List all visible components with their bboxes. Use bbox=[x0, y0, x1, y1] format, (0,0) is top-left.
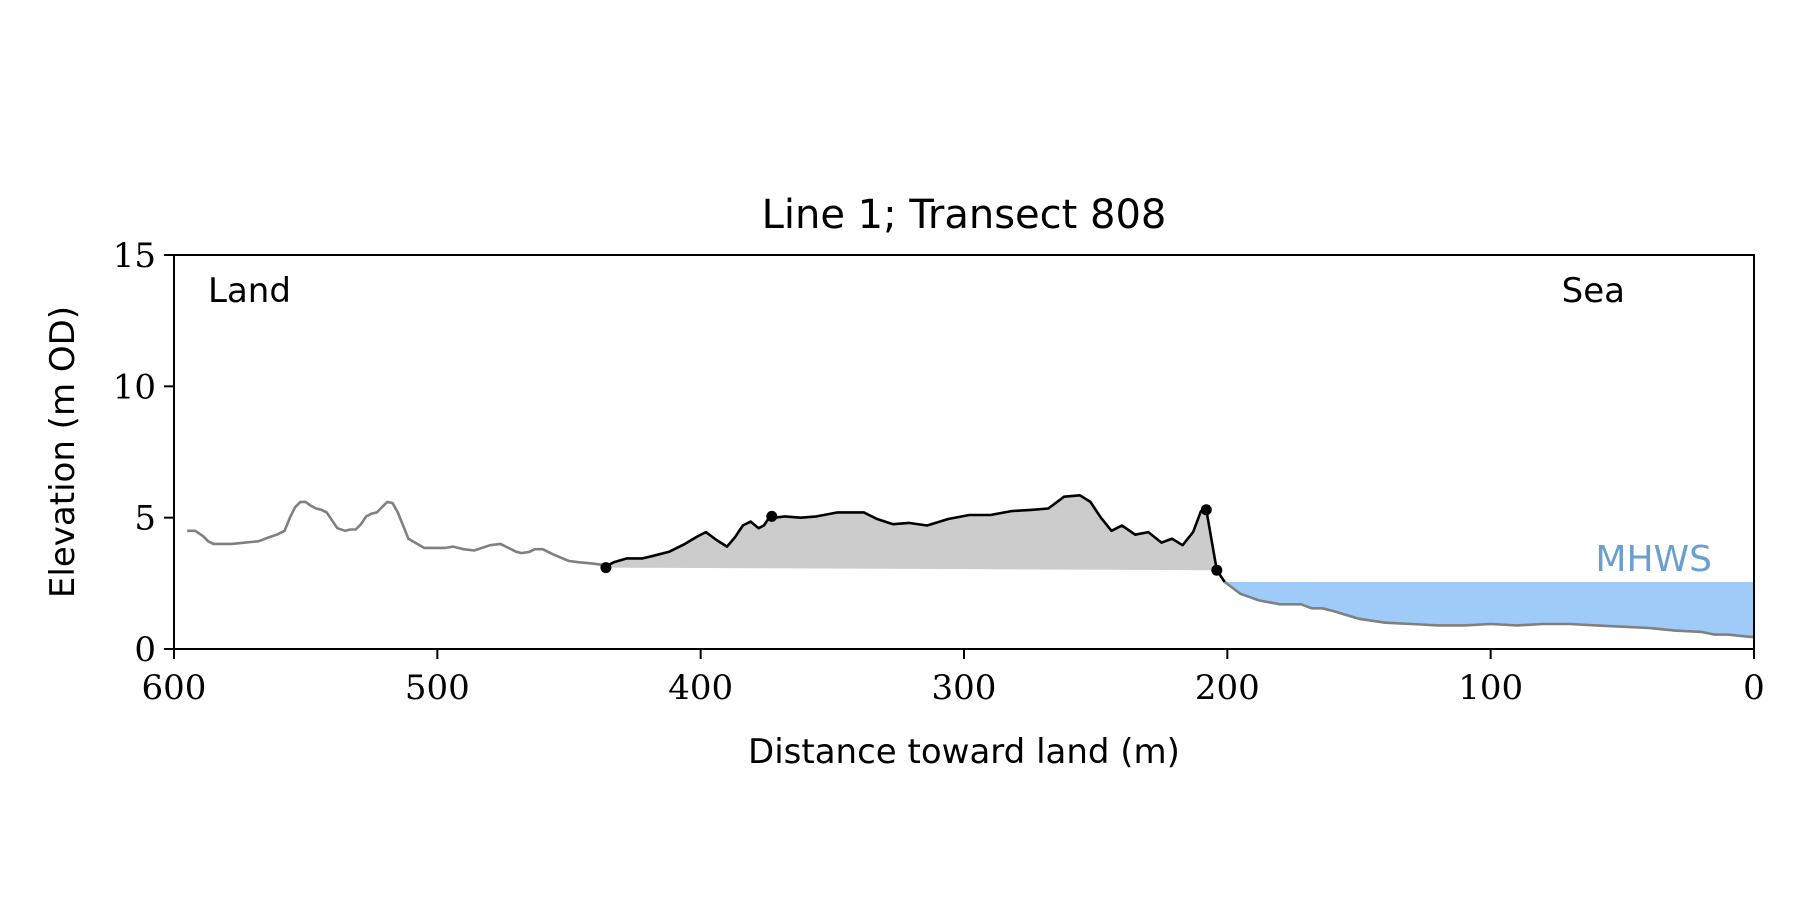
y-tick-label: 10 bbox=[113, 367, 156, 407]
dune-toe-point bbox=[600, 562, 612, 574]
mhws-label: MHWS bbox=[1595, 539, 1712, 580]
plot-area bbox=[187, 493, 1755, 639]
y-tick-label: 5 bbox=[134, 499, 156, 539]
x-tick-label: 100 bbox=[1458, 668, 1523, 708]
x-tick-label: 500 bbox=[405, 668, 470, 708]
y-tick-label: 0 bbox=[134, 630, 156, 670]
y-axis-label: Elevation (m OD) bbox=[43, 306, 83, 598]
x-tick-label: 300 bbox=[932, 668, 997, 708]
x-tick-label: 0 bbox=[1743, 668, 1765, 708]
dune-volume-fill bbox=[603, 495, 1217, 571]
chart-title: Line 1; Transect 808 bbox=[762, 192, 1167, 238]
x-tick-label: 400 bbox=[668, 668, 733, 708]
land-annotation: Land bbox=[208, 271, 291, 311]
y-tick-label: 15 bbox=[113, 236, 156, 276]
x-tick-label: 200 bbox=[1195, 668, 1260, 708]
dune-seaward-point bbox=[1211, 564, 1223, 576]
x-tick-label: 600 bbox=[142, 668, 207, 708]
sea-annotation: Sea bbox=[1562, 271, 1625, 311]
mhws-water-area bbox=[1224, 582, 1754, 638]
dune-profile-line bbox=[602, 493, 1207, 569]
axis-ticks: 600 500 400 300 200 100 0 0 5 10 15 bbox=[113, 236, 1765, 708]
dune-peak-point bbox=[1200, 504, 1212, 516]
x-axis-label: Distance toward land (m) bbox=[748, 732, 1180, 772]
dune-crest-point bbox=[766, 510, 778, 522]
landward-profile-line bbox=[187, 500, 604, 567]
seaward-profile-line bbox=[1223, 580, 1755, 639]
